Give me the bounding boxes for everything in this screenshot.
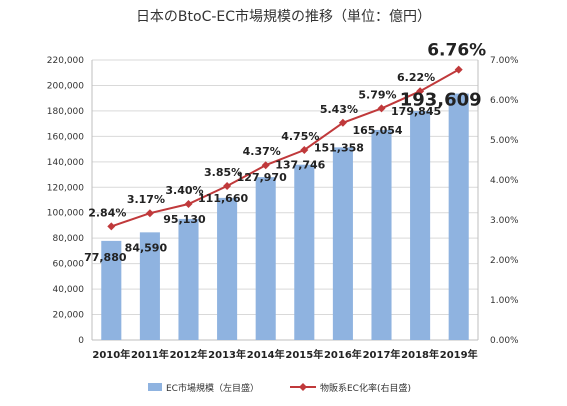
rate-point: [416, 87, 425, 96]
x-tick-label: 2016年: [324, 348, 362, 361]
bar: [101, 240, 122, 340]
x-tick-label: 2019年: [440, 348, 478, 361]
y-left-tick-label: 160,000: [47, 132, 84, 142]
rate-line: [110, 68, 460, 228]
bar-data-label: 165,054: [352, 124, 402, 137]
y-left-tick-label: 220,000: [47, 56, 84, 66]
rate-data-label: 5.43%: [320, 103, 358, 116]
rate-point: [338, 118, 347, 127]
rate-data-label: 6.76%: [427, 41, 486, 61]
x-tick-label: 2014年: [247, 348, 285, 361]
y-right-tick-label: 7.00%: [490, 56, 519, 66]
x-tick-label: 2010年: [92, 348, 130, 361]
rate-data-label: 4.75%: [281, 130, 319, 143]
bar: [371, 129, 392, 340]
x-tick-label: 2018年: [401, 348, 439, 361]
rate-point: [300, 146, 309, 154]
bar-data-label: 111,660: [198, 192, 248, 205]
bar-data-label: 77,880: [84, 251, 127, 264]
bar: [294, 164, 315, 340]
x-tick-label: 2012年: [170, 348, 208, 361]
y-right-tick-label: 5.00%: [490, 136, 519, 146]
y-left-tick-label: 40,000: [53, 285, 85, 295]
bar-data-label: 193,609: [400, 90, 482, 111]
legend-label-bar: EC市場規模（左目盛）: [166, 382, 259, 394]
bar-data-label: 137,746: [275, 159, 325, 172]
y-left-tick-label: 180,000: [47, 107, 84, 117]
y-left-tick-label: 0: [78, 336, 84, 346]
bar: [410, 111, 431, 341]
legend-label-line: 物販系EC化率(右目盛): [320, 382, 411, 394]
bar-data-label: 179,845: [391, 105, 441, 118]
x-tick-label: 2017年: [363, 348, 401, 361]
y-right-tick-label: 1.00%: [490, 296, 519, 306]
y-left-tick-label: 60,000: [53, 260, 85, 270]
bar-data-label: 95,130: [163, 213, 206, 226]
rate-point: [377, 104, 386, 113]
rate-point: [184, 200, 193, 208]
rate-point: [261, 161, 270, 170]
bar-data-label: 127,970: [237, 171, 287, 184]
y-right-tick-label: 2.00%: [490, 256, 519, 266]
rate-data-label: 6.22%: [397, 71, 435, 84]
rate-point: [454, 65, 463, 74]
x-tick-label: 2011年: [131, 348, 169, 361]
x-tick-label: 2015年: [285, 348, 323, 361]
y-right-tick-label: 0.00%: [490, 336, 519, 346]
rate-data-label: 2.84%: [88, 206, 126, 219]
rate-data-label: 3.17%: [127, 193, 165, 206]
bar-data-label: 84,590: [125, 241, 168, 254]
y-left-tick-label: 140,000: [47, 158, 84, 168]
bar-data-label: 151,358: [314, 141, 364, 154]
rate-data-label: 4.37%: [243, 145, 281, 158]
y-left-tick-label: 100,000: [47, 209, 84, 219]
y-left-tick-label: 20,000: [53, 311, 85, 321]
rate-data-label: 3.85%: [204, 166, 242, 179]
chart-title: 日本のBtoC-EC市場規模の推移（単位：億円）: [135, 9, 432, 25]
bar: [217, 197, 238, 340]
legend-swatch-marker: [299, 383, 307, 391]
rate-point: [223, 182, 232, 190]
bar: [255, 177, 276, 340]
bar: [332, 147, 353, 340]
y-right-tick-label: 6.00%: [490, 96, 519, 106]
bar: [448, 93, 469, 340]
bar: [139, 232, 160, 340]
x-tick-label: 2013年: [208, 348, 246, 361]
y-left-tick-label: 80,000: [53, 234, 85, 244]
y-right-tick-label: 4.00%: [490, 176, 519, 186]
rate-data-label: 5.79%: [358, 88, 396, 101]
bar: [178, 218, 199, 340]
rate-point: [145, 209, 154, 218]
rate-point: [107, 222, 116, 231]
y-left-tick-label: 200,000: [47, 81, 84, 91]
y-left-tick-label: 120,000: [47, 183, 84, 193]
rate-data-label: 3.40%: [165, 184, 203, 197]
legend-swatch-bar: [148, 383, 162, 391]
y-right-tick-label: 3.00%: [490, 216, 519, 226]
